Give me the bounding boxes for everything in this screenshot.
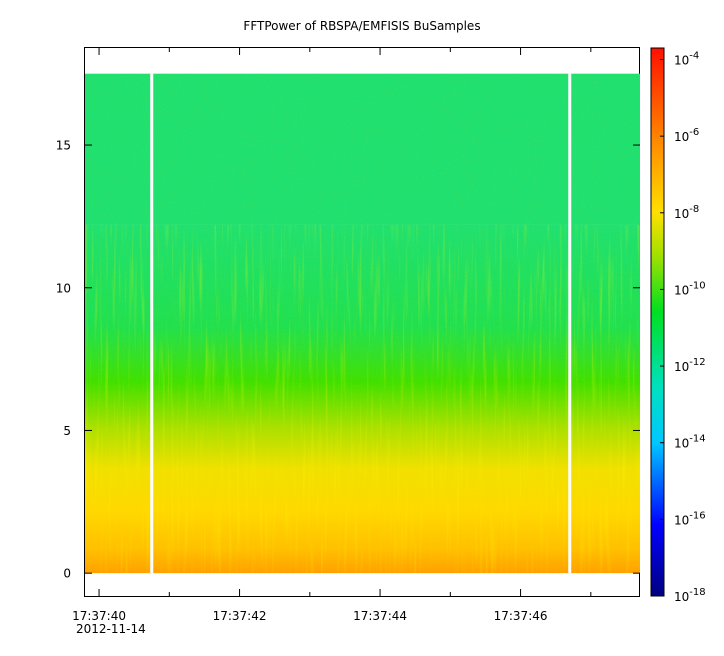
x-tick-label: 17:37:44 — [353, 609, 407, 623]
x-tick-label: 17:37:40 — [72, 609, 126, 623]
x-axis: 17:37:40 17:37:42 17:37:44 17:37:46 — [72, 48, 592, 623]
colorbar-tick-label: 10-8 — [674, 204, 699, 221]
colorbar-tick-label: 10-12 — [674, 357, 706, 374]
data-gap — [150, 73, 154, 574]
y-tick-label: 0 — [63, 567, 71, 581]
data-gap — [568, 73, 572, 574]
x-tick-label: 17:37:42 — [213, 609, 267, 623]
spectrogram-area — [85, 73, 640, 574]
chart-title: FFTPower of RBSPA/EMFISIS BuSamples — [243, 19, 480, 33]
colorbar-tick-label: 10-14 — [674, 434, 706, 451]
y-tick-label: 10 — [56, 281, 71, 295]
colorbar-tick-label: 10-18 — [674, 587, 706, 604]
x-axis-date-label: 2012-11-14 — [76, 622, 146, 636]
y-tick-label: 15 — [56, 139, 71, 153]
colorbar-tick-label: 10-10 — [674, 280, 706, 297]
spectrogram-noise — [85, 73, 640, 574]
colorbar — [650, 47, 665, 597]
colorbar-tick-label: 10-16 — [674, 510, 706, 527]
x-tick-label: 17:37:46 — [494, 609, 548, 623]
y-axis: 0 5 10 15 — [56, 139, 640, 581]
colorbar-axis: 10-4 10-6 10-8 10-10 10-12 10-14 10-16 10-18 — [660, 50, 706, 604]
colorbar-tick-label: 10-6 — [674, 127, 699, 144]
colorbar-tick-label: 10-4 — [674, 50, 699, 67]
y-tick-label: 5 — [63, 424, 71, 438]
